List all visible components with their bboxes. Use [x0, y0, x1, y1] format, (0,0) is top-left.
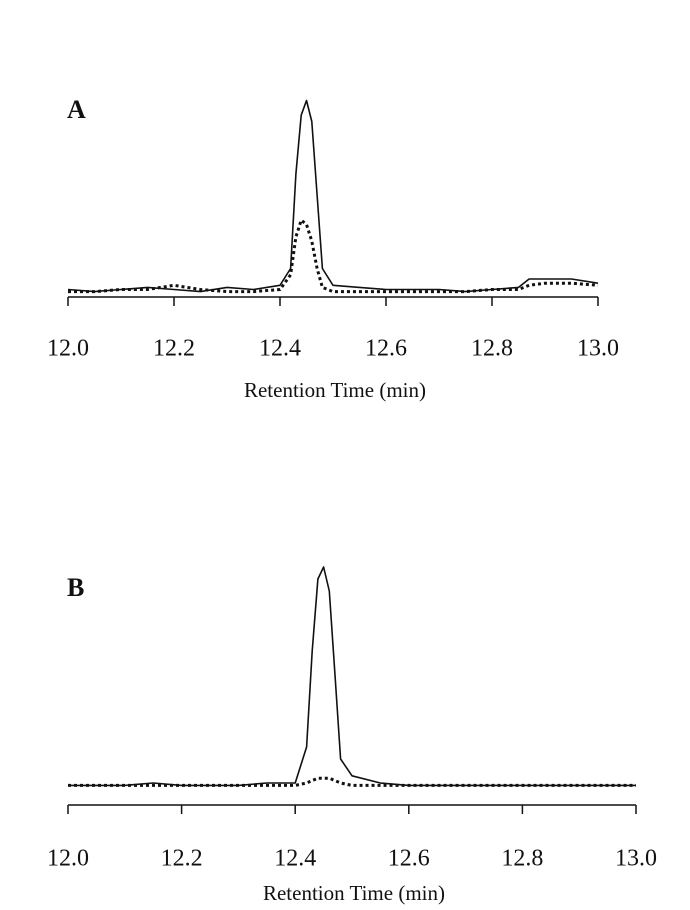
x-tick-label: 12.4	[259, 336, 301, 362]
x-tick-label: 12.0	[47, 336, 89, 362]
x-tick-label: 12.6	[365, 336, 407, 362]
x-tick-label: 12.2	[161, 846, 203, 872]
trace	[68, 776, 636, 787]
x-axis-title: Retention Time (min)	[263, 881, 445, 905]
x-tick-label: 12.8	[471, 336, 513, 362]
trace	[67, 99, 599, 293]
x-tick-label: 12.8	[501, 846, 543, 872]
x-tick-label: 12.4	[274, 846, 316, 872]
x-tick-label: 12.0	[47, 846, 89, 872]
x-tick-label: 12.2	[153, 336, 195, 362]
x-tick-label: 12.6	[388, 846, 430, 872]
panel-label: B	[67, 573, 84, 602]
trace	[68, 566, 636, 787]
trace	[68, 218, 599, 294]
panel-label: A	[67, 95, 86, 124]
x-axis-title: Retention Time (min)	[244, 378, 426, 402]
x-tick-label: 13.0	[577, 336, 619, 362]
x-tick-label: 13.0	[615, 846, 657, 872]
